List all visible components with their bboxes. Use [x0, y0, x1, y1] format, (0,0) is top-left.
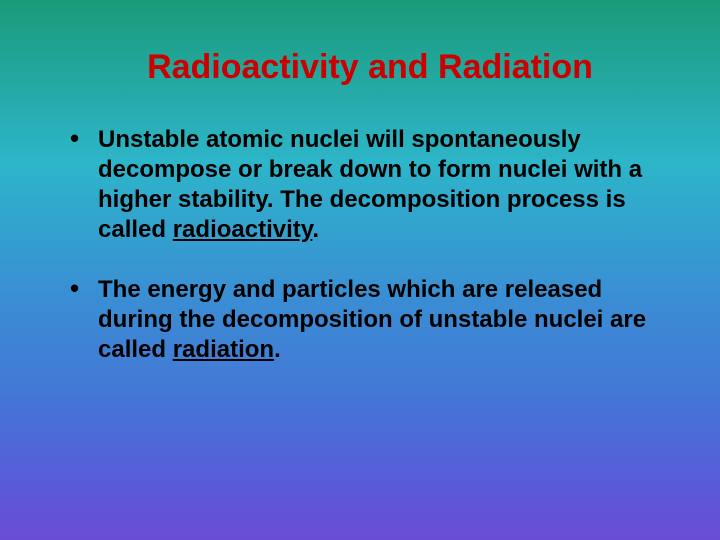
bullet-suffix: .	[274, 336, 281, 363]
bullet-underlined: radioactivity	[173, 216, 313, 243]
bullet-list: Unstable atomic nuclei will spontaneousl…	[50, 125, 670, 365]
list-item: Unstable atomic nuclei will spontaneousl…	[70, 125, 670, 245]
slide: Radioactivity and Radiation Unstable ato…	[0, 0, 720, 540]
bullet-suffix: .	[312, 216, 319, 243]
bullet-underlined: radiation	[173, 336, 274, 363]
slide-title: Radioactivity and Radiation	[70, 48, 670, 87]
list-item: The energy and particles which are relea…	[70, 275, 670, 365]
